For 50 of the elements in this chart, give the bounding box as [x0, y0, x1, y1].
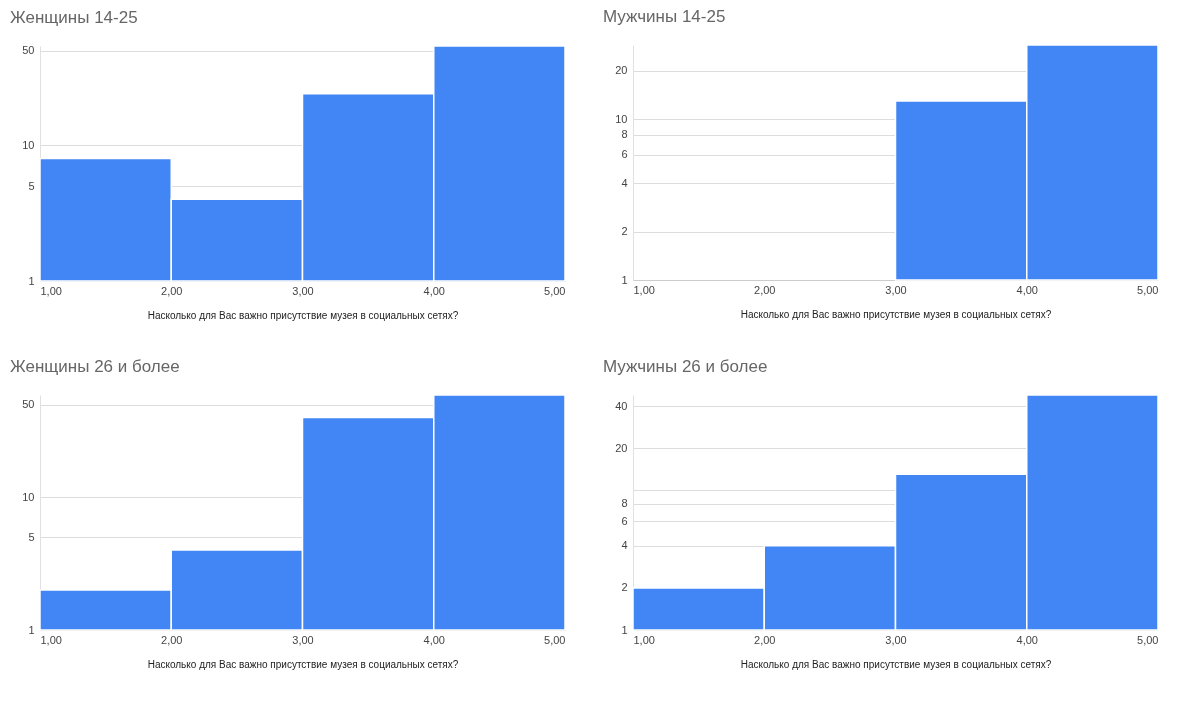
y-tick-label: 5: [28, 179, 35, 192]
chart-title: Мужчины 14-25: [603, 7, 726, 27]
x-tick-label: 5,00: [544, 284, 566, 297]
y-tick-label: 1: [28, 274, 35, 287]
x-tick-label: 2,00: [161, 633, 183, 646]
y-tick-label: 50: [22, 44, 35, 57]
x-tick-label: 4,00: [423, 284, 445, 297]
y-tick-label: 8: [621, 128, 628, 141]
x-axis-title: Насколько для Вас важно присутствие музея в социальных сетях?: [740, 658, 1052, 670]
x-axis-title: Насколько для Вас важно присутствие музея в социальных сетях?: [147, 658, 459, 670]
y-tick-label: 10: [22, 490, 35, 503]
x-tick-label: 2,00: [754, 283, 776, 296]
y-tick-label: 6: [621, 148, 628, 161]
chart-title: Женщины 26 и более: [10, 357, 180, 377]
chart-title: Мужчины 26 и более: [603, 357, 768, 377]
x-tick-label: 4,00: [1016, 633, 1038, 646]
x-tick-label: 3,00: [292, 284, 314, 297]
x-axis-title: Насколько для Вас важно присутствие музея в социальных сетях?: [147, 309, 459, 321]
x-tick-label: 3,00: [885, 283, 907, 296]
y-tick-label: 6: [621, 514, 628, 527]
x-tick-label: 5,00: [544, 633, 566, 646]
y-tick-label: 4: [621, 176, 628, 189]
y-tick-label: 5: [28, 530, 35, 543]
y-tick-label: 50: [22, 398, 35, 411]
x-tick-label: 1,00: [40, 633, 62, 646]
x-tick-label: 4,00: [1016, 283, 1038, 296]
x-tick-label: 1,00: [633, 283, 655, 296]
x-tick-label: 2,00: [754, 633, 776, 646]
y-tick-label: 4: [621, 539, 628, 552]
x-tick-label: 5,00: [1137, 633, 1159, 646]
y-tick-label: 8: [621, 497, 628, 510]
y-tick-label: 2: [621, 225, 628, 238]
y-tick-label: 40: [615, 399, 628, 412]
x-tick-label: 2,00: [161, 284, 183, 297]
y-tick-label: 20: [615, 441, 628, 454]
y-tick-label: 10: [615, 112, 628, 125]
x-axis-title: Насколько для Вас важно присутствие музея в социальных сетях?: [740, 308, 1052, 320]
chart-title: Женщины 14-25: [10, 7, 138, 27]
y-tick-label: 20: [615, 64, 628, 77]
x-tick-label: 1,00: [40, 284, 62, 297]
y-tick-label: 1: [621, 273, 628, 286]
x-tick-label: 3,00: [885, 633, 907, 646]
x-tick-label: 5,00: [1137, 283, 1159, 296]
x-tick-label: 3,00: [292, 633, 314, 646]
y-tick-label: 10: [22, 138, 35, 151]
y-tick-label: 1: [621, 623, 628, 636]
x-tick-label: 4,00: [423, 633, 445, 646]
y-tick-label: 2: [621, 581, 628, 594]
x-tick-label: 1,00: [633, 633, 655, 646]
y-tick-label: 1: [28, 623, 35, 636]
